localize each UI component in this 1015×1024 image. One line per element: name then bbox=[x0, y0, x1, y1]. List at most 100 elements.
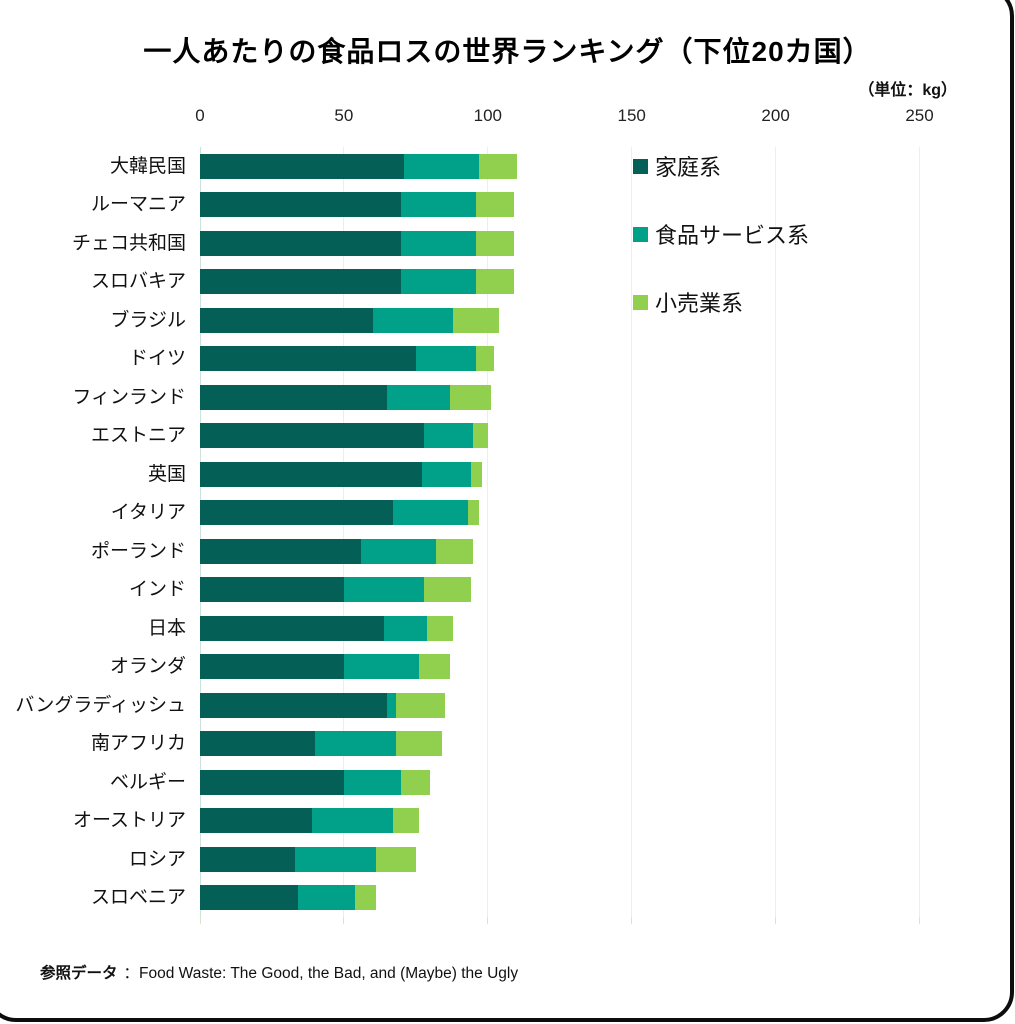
legend-label: 食品サービス系 bbox=[655, 223, 810, 248]
bar-segment bbox=[200, 500, 393, 525]
country-label: ポーランド bbox=[90, 540, 186, 562]
stacked-bar bbox=[200, 384, 491, 410]
bar-segment bbox=[401, 769, 431, 795]
source-text: ：Food Waste: The Good, the Bad, and (May… bbox=[123, 965, 519, 982]
stacked-bar bbox=[200, 654, 451, 679]
bar-segment bbox=[479, 153, 517, 179]
x-tick-label: 200 bbox=[761, 106, 790, 125]
bar-segment bbox=[200, 846, 295, 872]
bar-segment bbox=[200, 230, 402, 256]
bar-segment bbox=[476, 230, 514, 256]
stacked-bar bbox=[200, 731, 442, 756]
stacked-bar bbox=[200, 538, 474, 564]
x-tick-label: 150 bbox=[617, 106, 646, 125]
bar-segment bbox=[200, 346, 416, 371]
country-label: エストニア bbox=[90, 425, 186, 446]
stacked-bar bbox=[200, 307, 500, 333]
stacked-bar bbox=[200, 423, 488, 448]
gridline bbox=[631, 147, 633, 917]
legend-item: 小売業系 bbox=[633, 286, 809, 318]
bar-segment bbox=[200, 307, 373, 333]
bar-segment bbox=[200, 269, 402, 294]
bar-segment bbox=[453, 307, 500, 333]
chart-title: 一人あたりの食品ロスの世界ランキング（下位20カ国） bbox=[143, 36, 872, 67]
bar-segment bbox=[392, 500, 468, 525]
country-label: スロバキア bbox=[90, 271, 186, 292]
bar-segment bbox=[355, 885, 376, 910]
bar-segment bbox=[404, 153, 480, 179]
x-tick-label: 250 bbox=[905, 106, 934, 125]
country-label: ベルギー bbox=[109, 771, 186, 793]
tick-mark bbox=[631, 917, 633, 924]
stacked-bar bbox=[200, 885, 376, 910]
legend-marker-icon bbox=[633, 158, 648, 174]
bar-segment bbox=[473, 423, 488, 448]
legend-label: 小売業系 bbox=[655, 291, 744, 316]
legend-marker-icon bbox=[633, 294, 648, 310]
country-label: オランダ bbox=[109, 656, 186, 677]
legend-marker-icon bbox=[633, 226, 648, 242]
bar-segment bbox=[421, 461, 471, 487]
country-label: ロシア bbox=[128, 848, 186, 870]
bar-segment bbox=[343, 577, 425, 602]
stacked-bar bbox=[200, 615, 454, 641]
tick-mark bbox=[343, 917, 345, 924]
x-tick-label: 50 bbox=[334, 106, 354, 125]
bar-segment bbox=[312, 808, 393, 833]
source-label: 参照データ bbox=[40, 965, 118, 982]
country-label: ドイツ bbox=[128, 348, 186, 369]
country-label: ルーマニア bbox=[90, 194, 186, 215]
bar-segment bbox=[384, 615, 428, 641]
bar-segment bbox=[476, 346, 494, 371]
bar-segment bbox=[294, 846, 376, 872]
bar-segment bbox=[200, 461, 422, 487]
gridline bbox=[343, 147, 345, 917]
gridline bbox=[775, 147, 777, 917]
bar-segment bbox=[200, 577, 344, 602]
unit-note: （単位：kg） bbox=[858, 82, 957, 99]
x-tick-label: 100 bbox=[473, 106, 502, 125]
country-label: オーストリア bbox=[72, 810, 186, 831]
stacked-bar bbox=[200, 153, 517, 179]
bar-segment bbox=[392, 808, 419, 833]
bar-segment bbox=[395, 692, 445, 718]
bar-segment bbox=[395, 731, 442, 756]
country-label: 日本 bbox=[147, 617, 186, 639]
bar-segment bbox=[361, 538, 436, 564]
bar-segment bbox=[427, 615, 454, 641]
country-label: イタリア bbox=[110, 502, 186, 523]
bar-segment bbox=[401, 269, 477, 294]
country-label: チェコ共和国 bbox=[71, 232, 186, 254]
tick-mark bbox=[919, 917, 920, 924]
bar-segment bbox=[200, 692, 388, 718]
bar-segment bbox=[343, 654, 419, 679]
bar-segment bbox=[200, 808, 313, 833]
bar-segment bbox=[401, 192, 477, 217]
bar-segment bbox=[200, 769, 344, 795]
stacked-bar bbox=[200, 269, 514, 294]
bar-segment bbox=[415, 346, 477, 371]
x-axis-ticks: 0 50 100 150 200 250 bbox=[0, 106, 1015, 130]
bar-segment bbox=[424, 577, 471, 602]
country-label: インド bbox=[128, 579, 186, 600]
tick-mark bbox=[487, 917, 489, 924]
bar-segment bbox=[200, 153, 405, 179]
bar-segment bbox=[424, 423, 474, 448]
gridline bbox=[919, 147, 920, 917]
stacked-bar bbox=[200, 808, 419, 833]
stacked-bar bbox=[200, 192, 514, 217]
bar-segment bbox=[200, 192, 402, 217]
y-axis-line bbox=[199, 147, 201, 917]
bar-segment bbox=[200, 538, 362, 564]
stacked-bar bbox=[200, 577, 471, 602]
bar-segment bbox=[200, 615, 385, 641]
stacked-bar bbox=[200, 500, 480, 525]
bar-segment bbox=[450, 384, 491, 410]
bar-segment bbox=[372, 307, 454, 333]
legend-label: 家庭系 bbox=[655, 155, 722, 180]
plot-area bbox=[199, 147, 942, 924]
bar-segment bbox=[375, 846, 416, 872]
bar-segment bbox=[315, 731, 396, 756]
country-label: フィンランド bbox=[72, 386, 186, 408]
